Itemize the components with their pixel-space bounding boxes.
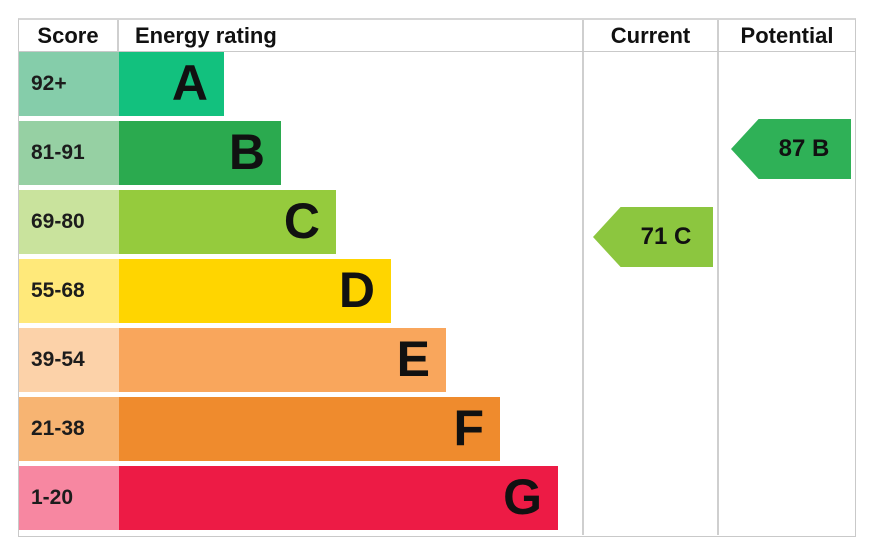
band-bar-e: E	[119, 328, 446, 392]
band-bar-b: B	[119, 121, 281, 185]
band-row-e: 39-54 E	[19, 328, 855, 392]
band-bar-d: D	[119, 259, 391, 323]
header-row: Score Energy rating Current Potential	[19, 20, 855, 52]
band-score-range: 92+	[19, 52, 119, 116]
band-score-range: 81-91	[19, 121, 119, 185]
band-score-range: 1-20	[19, 466, 119, 530]
epc-rating-chart: Score Energy rating Current Potential 92…	[18, 18, 856, 537]
band-bar-f: F	[119, 397, 500, 461]
band-row-g: 1-20 G	[19, 466, 855, 530]
current-column-divider	[582, 52, 584, 535]
potential-rating-label: 87 B	[778, 135, 830, 162]
score-column-header: Score	[19, 20, 119, 51]
band-score-range: 39-54	[19, 328, 119, 392]
band-row-a: 92+ A	[19, 52, 855, 116]
band-bar-c: C	[119, 190, 336, 254]
band-score-range: 21-38	[19, 397, 119, 461]
potential-column-divider	[717, 52, 719, 535]
potential-column-header: Potential	[717, 20, 855, 51]
energy-rating-column-header: Energy rating	[135, 22, 277, 48]
band-bar-a: A	[119, 52, 224, 116]
band-score-range: 69-80	[19, 190, 119, 254]
current-rating-label: 71 C	[640, 223, 692, 250]
band-bar-g: G	[119, 466, 558, 530]
band-score-range: 55-68	[19, 259, 119, 323]
chart-body: 92+ A 81-91 B 69-80 C 55-68 D 39-54 E 21…	[19, 52, 855, 535]
band-row-b: 81-91 B	[19, 121, 855, 185]
potential-rating-arrow: 87 B	[731, 119, 851, 179]
band-row-f: 21-38 F	[19, 397, 855, 461]
current-column-header: Current	[582, 20, 717, 51]
band-row-c: 69-80 C	[19, 190, 855, 254]
band-row-d: 55-68 D	[19, 259, 855, 323]
current-rating-arrow: 71 C	[593, 207, 713, 267]
